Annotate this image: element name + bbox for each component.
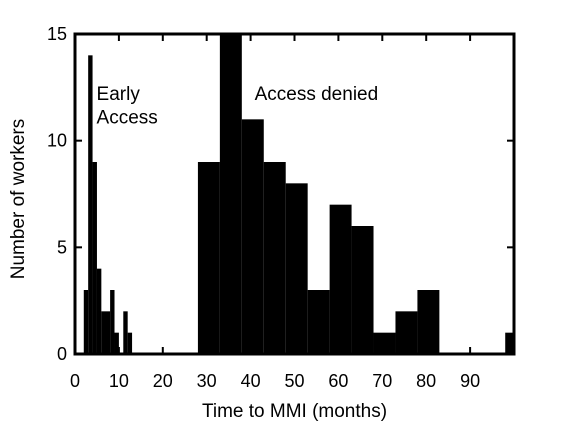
x-tick-label: 60 [328, 371, 348, 391]
y-axis: 0 5 10 15 [47, 24, 514, 364]
histogram-bar [123, 311, 128, 354]
histogram-bar [219, 34, 242, 354]
x-axis-title: Time to MMI (months) [202, 401, 387, 422]
histogram-bar [83, 290, 89, 354]
y-axis-title: Number of workers [8, 119, 29, 280]
x-tick-label: 70 [372, 371, 392, 391]
x-axis: 0 10 20 30 40 50 60 70 80 90 [70, 34, 480, 391]
histogram-bar [395, 311, 418, 354]
histogram-bar [417, 290, 440, 354]
x-tick-label: 80 [416, 371, 436, 391]
y-tick-label: 5 [57, 237, 67, 257]
annotation-label: Access denied [255, 84, 379, 105]
histogram-bar [127, 332, 133, 354]
x-tick-label: 10 [109, 371, 129, 391]
x-tick-label: 90 [460, 371, 480, 391]
histogram-bar [285, 183, 308, 354]
bars-group [83, 34, 514, 354]
y-tick-label: 15 [47, 24, 67, 44]
histogram-bar [351, 226, 374, 354]
histogram-bar [307, 290, 330, 354]
histogram-bar [197, 162, 220, 354]
y-tick-label: 0 [57, 344, 67, 364]
histogram-bar [263, 162, 286, 354]
annotation-label: Early [97, 84, 141, 105]
histogram-bar [505, 332, 514, 354]
histogram-bar [241, 119, 264, 354]
x-tick-label: 20 [153, 371, 173, 391]
histogram-bar [373, 332, 396, 354]
histogram-bar [96, 268, 102, 354]
histogram-bar [88, 55, 93, 354]
histogram-bar [329, 204, 352, 354]
x-tick-label: 0 [70, 371, 80, 391]
histogram-bar [101, 311, 111, 354]
histogram-bar [110, 290, 115, 354]
annotations: Early Access Access denied [97, 84, 379, 128]
x-tick-label: 30 [197, 371, 217, 391]
annotation-label: Access [97, 108, 158, 129]
histogram-bar [114, 332, 119, 354]
x-tick-label: 50 [284, 371, 304, 391]
y-tick-label: 10 [47, 131, 67, 151]
histogram-bar [92, 162, 97, 354]
x-tick-label: 40 [241, 371, 261, 391]
